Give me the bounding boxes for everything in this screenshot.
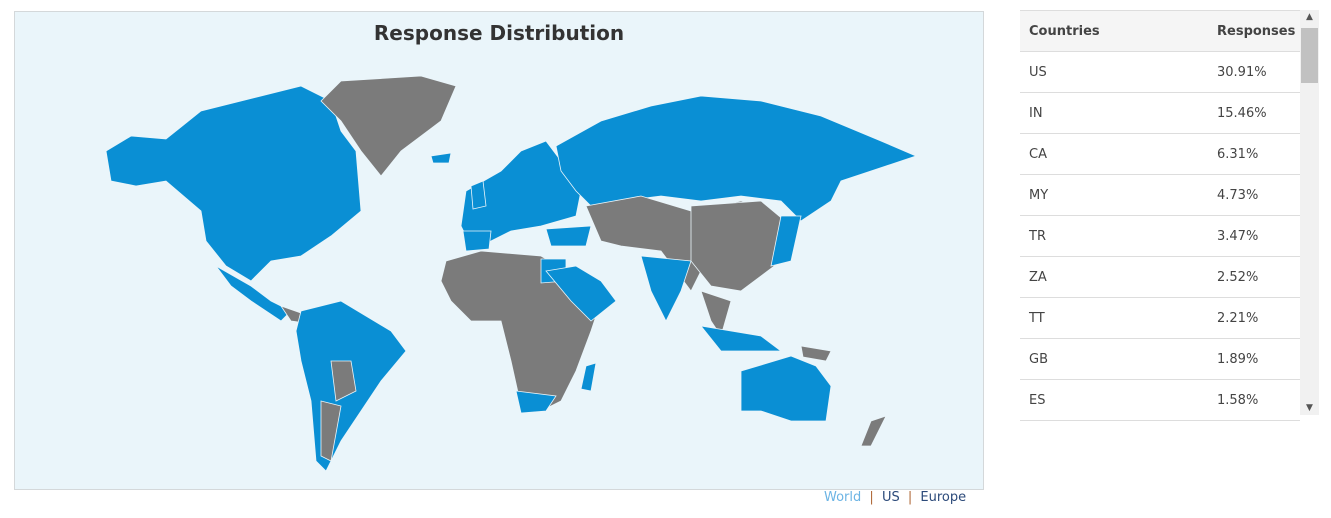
table-row[interactable]: TT 2.21% <box>1020 298 1300 339</box>
table-row[interactable]: ES 1.58% <box>1020 380 1300 421</box>
table-row[interactable]: MY 4.73% <box>1020 175 1300 216</box>
region-china[interactable] <box>690 200 792 292</box>
cell-responses: 4.73% <box>1217 187 1259 203</box>
region-india[interactable] <box>640 255 692 322</box>
separator: | <box>869 490 874 505</box>
cell-country: TT <box>1029 310 1045 326</box>
region-north-america[interactable] <box>105 85 362 282</box>
link-world[interactable]: World <box>824 490 862 505</box>
responses-table: Countries Responses US 30.91% IN 15.46% CA 6.… <box>1020 10 1300 421</box>
table-row[interactable]: IN 15.46% <box>1020 93 1300 134</box>
cell-country: ES <box>1029 392 1046 408</box>
table-row[interactable]: US 30.91% <box>1020 52 1300 93</box>
cell-responses: 1.89% <box>1217 351 1259 367</box>
region-argentina-south[interactable] <box>320 400 342 462</box>
region-png[interactable] <box>800 345 832 362</box>
table-row[interactable]: ZA 2.52% <box>1020 257 1300 298</box>
map-title: Response Distribution <box>373 21 625 45</box>
cell-country: GB <box>1029 351 1048 367</box>
table-header: Countries Responses <box>1020 11 1300 52</box>
cell-country: IN <box>1029 105 1043 121</box>
header-responses[interactable]: Responses <box>1217 23 1296 39</box>
cell-responses: 3.47% <box>1217 228 1259 244</box>
separator: | <box>907 490 913 505</box>
header-countries[interactable]: Countries <box>1029 23 1100 39</box>
cell-responses: 2.52% <box>1217 269 1259 285</box>
region-iberia[interactable] <box>462 230 492 252</box>
region-bolivia[interactable] <box>330 360 357 402</box>
region-mexico[interactable] <box>215 265 292 322</box>
cell-country: TR <box>1029 228 1046 244</box>
cell-responses: 1.58% <box>1217 392 1259 408</box>
region-new-zealand[interactable] <box>860 415 887 447</box>
cell-country: ZA <box>1029 269 1047 285</box>
cell-country: US <box>1029 64 1047 80</box>
link-us[interactable]: US <box>881 490 900 505</box>
region-japan[interactable] <box>770 215 802 267</box>
cell-responses: 30.91% <box>1217 64 1267 80</box>
link-europe[interactable]: Europe <box>920 490 967 505</box>
region-iceland[interactable] <box>430 152 452 164</box>
table-scrollbar[interactable]: ▲ ▼ <box>1300 10 1319 415</box>
world-map[interactable]: Response Distribution <box>14 11 984 490</box>
cell-responses: 15.46% <box>1217 105 1267 121</box>
region-arabia[interactable] <box>545 265 617 322</box>
region-uk[interactable] <box>470 180 487 210</box>
map-canvas[interactable] <box>15 12 983 489</box>
table-row[interactable]: CA 6.31% <box>1020 134 1300 175</box>
cell-responses: 2.21% <box>1217 310 1259 326</box>
region-madagascar[interactable] <box>580 362 597 392</box>
cell-country: MY <box>1029 187 1049 203</box>
region-south-africa[interactable] <box>515 390 557 414</box>
table-row[interactable]: TR 3.47% <box>1020 216 1300 257</box>
cell-responses: 6.31% <box>1217 146 1259 162</box>
region-turkey[interactable] <box>545 225 592 247</box>
scroll-thumb[interactable] <box>1301 28 1318 83</box>
region-australia[interactable] <box>740 355 832 422</box>
scroll-up-icon[interactable]: ▲ <box>1306 12 1313 22</box>
region-greenland[interactable] <box>320 75 457 177</box>
region-indonesia[interactable] <box>700 325 783 352</box>
map-view-links: World | US | Europe <box>822 490 968 505</box>
cell-country: CA <box>1029 146 1047 162</box>
table-row[interactable]: GB 1.89% <box>1020 339 1300 380</box>
scroll-down-icon[interactable]: ▼ <box>1306 403 1313 413</box>
